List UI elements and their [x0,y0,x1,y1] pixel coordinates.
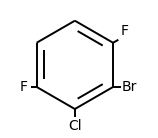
Text: Br: Br [122,80,137,94]
Text: F: F [20,80,28,94]
Text: F: F [121,24,129,38]
Text: Cl: Cl [68,119,82,133]
